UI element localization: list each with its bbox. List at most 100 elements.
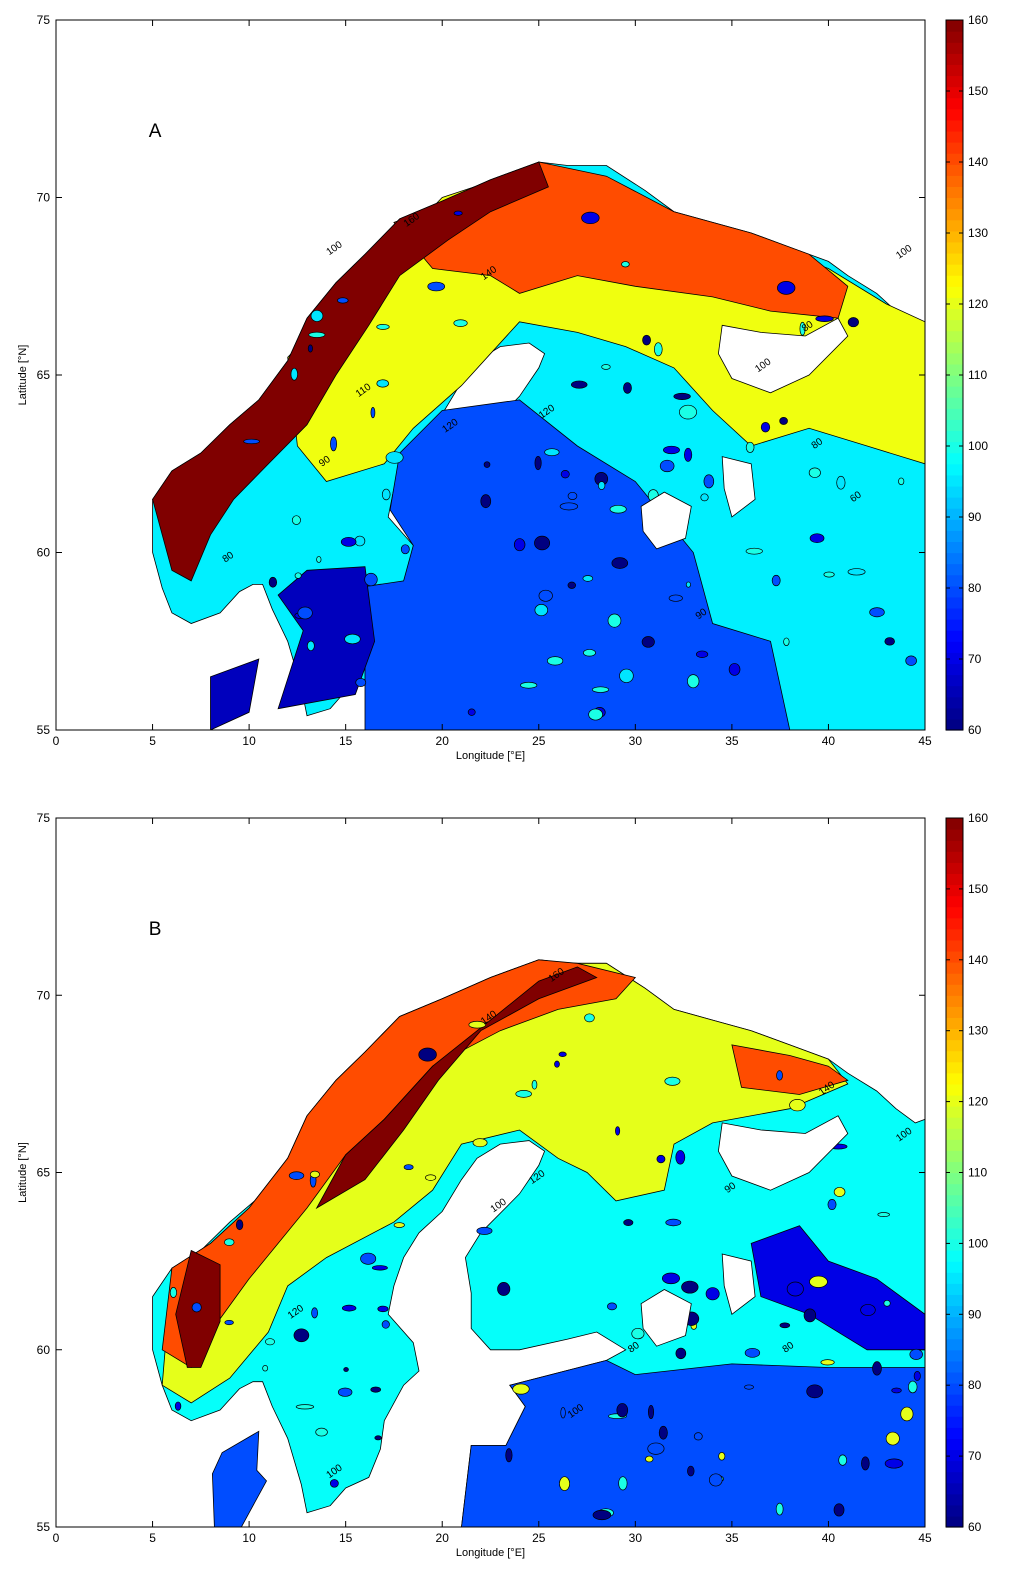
- contour-patch: [806, 1384, 824, 1399]
- contour-patch: [354, 535, 366, 547]
- colorbar-step: [946, 563, 963, 576]
- colorbar-step: [946, 884, 963, 897]
- colorbar-step: [946, 308, 963, 321]
- contour-patch: [641, 636, 655, 648]
- contour-patch: [329, 1479, 339, 1488]
- contour-patch: [591, 686, 610, 693]
- colorbar-step: [946, 1261, 963, 1273]
- colorbar-step: [946, 419, 963, 432]
- contour-patch: [294, 572, 302, 579]
- contour-patch: [235, 1219, 244, 1231]
- colorbar-step: [946, 241, 963, 254]
- y-axis-label: Latitude [°N]: [17, 345, 29, 406]
- colorbar-tick-label: 160: [968, 13, 988, 27]
- contour-patch: [745, 547, 763, 555]
- colorbar-step: [946, 1482, 963, 1495]
- contour-patch: [664, 1076, 681, 1086]
- contour-patch: [480, 494, 492, 509]
- colorbar-step: [946, 1305, 963, 1318]
- colorbar-step: [946, 1416, 963, 1428]
- contour-patch: [687, 1465, 695, 1477]
- contour-patch: [905, 655, 917, 666]
- contour-patch: [836, 475, 846, 490]
- colorbar-step: [946, 1504, 963, 1517]
- contour-patch: [538, 589, 553, 602]
- x-tick-label: 0: [53, 1531, 60, 1545]
- colorbar-step: [946, 153, 963, 165]
- colorbar-step: [946, 497, 963, 509]
- colorbar-step: [946, 1094, 963, 1107]
- colorbar-step: [946, 630, 963, 642]
- colorbar-step: [946, 441, 963, 454]
- contour-patch: [316, 556, 322, 563]
- contour-patch: [309, 1170, 320, 1179]
- colorbar-step: [946, 330, 963, 343]
- colorbar-tick-label: 150: [968, 84, 988, 98]
- contour-patch: [609, 504, 627, 514]
- contour-region-3: [211, 1430, 267, 1527]
- contour-patch: [860, 1304, 876, 1317]
- contour-patch: [786, 1281, 804, 1297]
- colorbar-step: [946, 186, 963, 199]
- panel-letter: B: [149, 919, 162, 940]
- colorbar-step: [946, 175, 963, 188]
- contour-patch: [675, 1347, 687, 1360]
- colorbar-step: [946, 1250, 963, 1262]
- x-tick-label: 25: [532, 1531, 546, 1545]
- colorbar-step: [946, 552, 963, 565]
- contour-patch: [341, 1304, 357, 1312]
- colorbar: 60 70 80 90 100 110 120 130 140 150 160: [945, 13, 988, 737]
- colorbar-step: [946, 130, 963, 143]
- colorbar-step: [946, 485, 963, 498]
- colorbar-tick-label: 80: [968, 581, 982, 595]
- contour-patch: [648, 1404, 655, 1420]
- contour-patch: [376, 324, 390, 330]
- colorbar-tick-label: 110: [968, 368, 987, 382]
- x-tick-label: 25: [532, 734, 546, 748]
- colorbar-step: [946, 319, 963, 332]
- contour-patch: [268, 576, 278, 588]
- y-tick-label: 75: [37, 811, 51, 825]
- colorbar-step: [946, 142, 963, 154]
- contour-patch: [582, 575, 594, 582]
- colorbar-step: [946, 341, 963, 354]
- contour-patch: [884, 637, 895, 646]
- colorbar-step: [946, 1050, 963, 1063]
- contour-patch: [559, 502, 579, 511]
- contour-patch: [913, 1371, 921, 1381]
- contour-patch: [675, 1150, 686, 1165]
- contour-patch: [513, 538, 526, 552]
- colorbar-step: [946, 541, 963, 554]
- contour-patch: [531, 1079, 538, 1090]
- contour-patch: [833, 1503, 845, 1517]
- contour-patch: [295, 1404, 315, 1410]
- colorbar-step: [946, 906, 963, 919]
- colorbar-step: [946, 928, 963, 941]
- contour-patch: [616, 1403, 629, 1418]
- colorbar-step: [946, 119, 963, 132]
- contour-patch: [558, 1051, 567, 1058]
- colorbar-step: [946, 685, 963, 698]
- colorbar-step: [946, 508, 963, 520]
- colorbar-step: [946, 1316, 963, 1329]
- contour-patch: [360, 1252, 377, 1265]
- colorbar-step: [946, 1394, 963, 1406]
- colorbar-step: [946, 230, 963, 243]
- contour-patch: [588, 708, 603, 721]
- colorbar-step: [946, 252, 963, 265]
- contour-patch: [898, 477, 905, 486]
- colorbar-step: [946, 895, 963, 908]
- contour-patch: [777, 281, 796, 295]
- colorbar-step: [946, 463, 963, 476]
- contour-patch: [385, 451, 404, 464]
- y-tick-label: 70: [37, 988, 51, 1002]
- colorbar-step: [946, 1327, 963, 1340]
- y-tick-label: 60: [37, 546, 51, 560]
- contour-patch: [799, 321, 806, 336]
- colorbar-step: [946, 1205, 963, 1218]
- colorbar-step: [946, 1017, 963, 1030]
- colorbar-tick-label: 150: [968, 882, 988, 896]
- contour-patch: [601, 364, 611, 370]
- contour-patch: [687, 674, 700, 689]
- colorbar-step: [946, 64, 963, 77]
